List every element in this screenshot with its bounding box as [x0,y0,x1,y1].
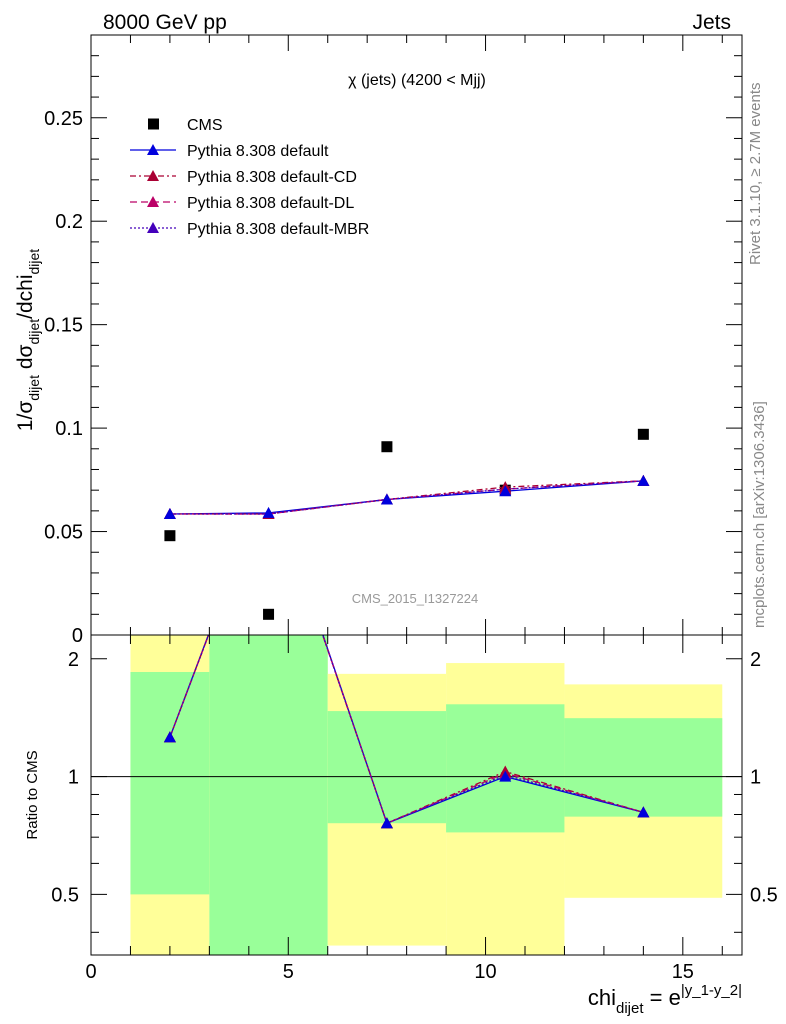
legend: CMS Pythia 8.308 default Pythia 8.308 defa… [130,117,369,238]
main-panel: χ (jets) (4200 < Mjj) CMS_2015_I1327224 … [14,34,743,647]
ratio-point-0 [499,770,512,782]
y-tick-label: 0 [72,625,83,647]
uncertainty-band-inner [209,635,328,955]
ratio-y-label: Ratio to CMS [24,750,41,839]
legend-label: Pythia 8.308 default [187,143,329,160]
cms-data-point [637,428,649,440]
ratio-series-layer [163,635,650,829]
ratio-y-tick-label: 2 [68,649,79,671]
x-tick-label: 10 [474,961,496,983]
ratio-y-tick-label-right: 1 [750,767,761,789]
cms-data-point [164,530,176,542]
header-left: 8000 GeV pp [103,11,227,34]
ratio-point-0 [637,806,650,818]
y-tick-label: 0.1 [55,418,83,440]
cms-data-point [381,441,393,453]
x-axis-label: chidijet = e|y_1-y_2| [588,982,742,1017]
uncertainty-band-inner [130,672,210,895]
legend-marker [147,222,159,233]
header-right: Jets [692,11,731,34]
ratio-frame [90,634,743,956]
ratio-point-0 [380,817,393,829]
ratio-point-0 [163,731,176,743]
legend-label: Pythia 8.308 default-DL [187,195,354,212]
ratio-y-tick-label-right: 2 [750,649,761,671]
y-tick-label: 0.05 [44,522,83,544]
legend-label: Pythia 8.308 default-MBR [187,221,369,238]
uncertainty-band-inner [564,718,723,817]
ratio-panel: 0.5 0.5 1 1 2 2 0 5 10 15 Ratio to CMS chidijet =… [24,634,778,1017]
x-tick-label: 5 [283,961,294,983]
mc-point-1 [380,493,393,505]
legend-marker-cms [148,118,159,130]
ratio-axes: 0.5 0.5 1 1 2 2 0 5 10 15 [51,634,778,983]
y-tick-label: 0.15 [44,315,83,337]
ratio-y-tick-label: 0.5 [51,884,79,906]
uncertainty-band-inner [327,711,447,824]
legend-marker [147,196,159,207]
chart-title: χ (jets) (4200 < Mjj) [348,72,486,89]
legend-label: Pythia 8.308 default-CD [187,169,357,186]
x-tick-label: 0 [85,961,96,983]
y-axis-label: 1/σdijet dσdijet/dchidijet [14,249,42,431]
mc-point-1 [262,506,275,518]
cms-data-point [263,608,275,620]
watermark: CMS_2015_I1327224 [352,591,479,606]
mc-point-1 [637,474,650,486]
legend-marker [147,144,159,155]
mc-point-1 [163,507,176,519]
mc-point-1 [499,485,512,497]
legend-marker [147,170,159,181]
rivet-label: Rivet 3.1.10, ≥ 2.7M events [747,83,764,266]
ratio-y-tick-label-right: 0.5 [750,884,778,906]
main-series-layer [163,428,650,620]
ratio-bands [91,635,742,955]
x-tick-label: 15 [672,961,694,983]
mcplots-label: mcplots.cern.ch [arXiv:1306.3436] [751,401,768,628]
legend-label: CMS [187,117,223,134]
y-tick-label: 0.25 [44,108,83,130]
main-axes: 0 0.05 0.1 0.15 0.2 0.25 [44,34,743,647]
y-tick-label: 0.2 [55,211,83,233]
ratio-y-tick-label: 1 [68,767,79,789]
